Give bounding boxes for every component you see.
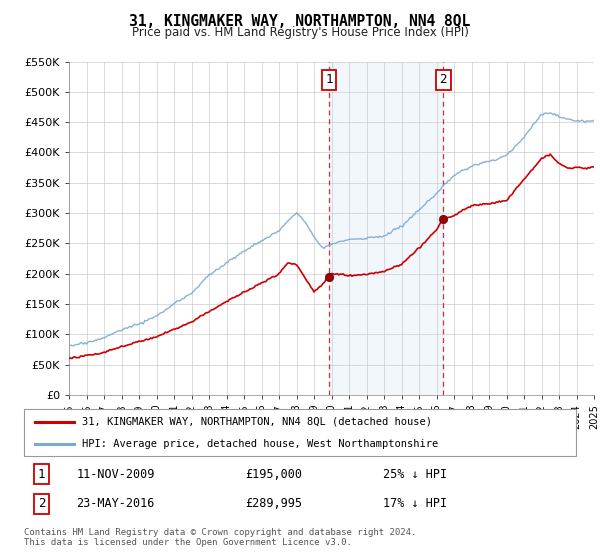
Text: 1: 1: [325, 73, 333, 86]
Text: 31, KINGMAKER WAY, NORTHAMPTON, NN4 8QL: 31, KINGMAKER WAY, NORTHAMPTON, NN4 8QL: [130, 14, 470, 29]
Text: Contains HM Land Registry data © Crown copyright and database right 2024.
This d: Contains HM Land Registry data © Crown c…: [24, 528, 416, 547]
Text: £289,995: £289,995: [245, 497, 302, 510]
Text: 23-MAY-2016: 23-MAY-2016: [76, 497, 155, 510]
Text: £195,000: £195,000: [245, 468, 302, 481]
Bar: [329, 62, 443, 395]
Text: 2: 2: [440, 73, 447, 86]
Text: 2: 2: [38, 497, 46, 510]
Text: 11-NOV-2009: 11-NOV-2009: [76, 468, 155, 481]
Text: 31, KINGMAKER WAY, NORTHAMPTON, NN4 8QL (detached house): 31, KINGMAKER WAY, NORTHAMPTON, NN4 8QL …: [82, 417, 432, 427]
Text: 1: 1: [38, 468, 46, 481]
Text: Price paid vs. HM Land Registry's House Price Index (HPI): Price paid vs. HM Land Registry's House …: [131, 26, 469, 39]
Text: HPI: Average price, detached house, West Northamptonshire: HPI: Average price, detached house, West…: [82, 438, 438, 449]
FancyBboxPatch shape: [24, 409, 576, 456]
Text: 17% ↓ HPI: 17% ↓ HPI: [383, 497, 447, 510]
Text: 25% ↓ HPI: 25% ↓ HPI: [383, 468, 447, 481]
